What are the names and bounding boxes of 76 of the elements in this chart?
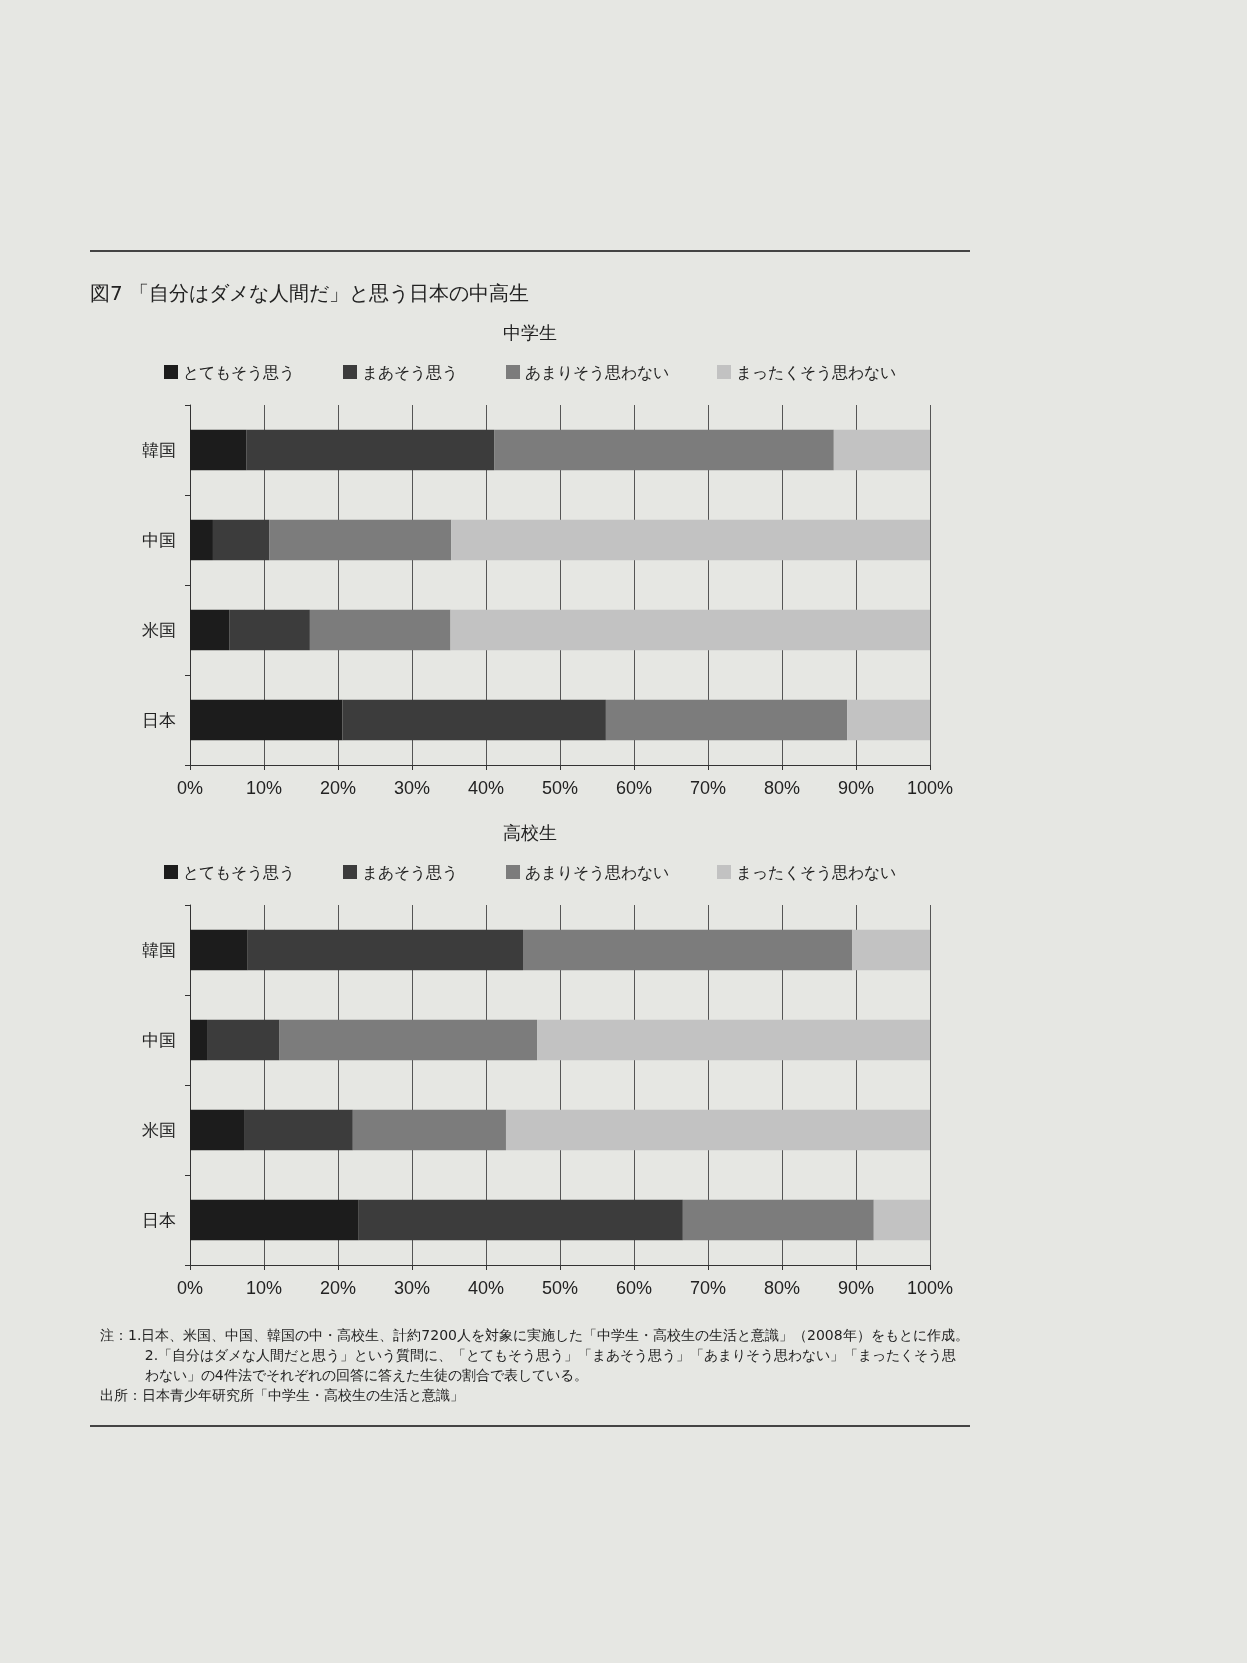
legend-label: まあそう思う — [362, 363, 458, 382]
y-tick-label: 中国 — [142, 1030, 176, 1050]
text: 2.「自分はダメな人間だと思う」という質問に、「とてもそう思う」「まあそう思う」「あまりそう思わない」「まったくそう思わない」の4件法でそれぞれの回答に答えた生徒の割合で表している。 — [143, 1346, 958, 1385]
bar — [494, 429, 834, 471]
x-tick-label: 30% — [393, 778, 431, 798]
legend-label: まったくそう思わない — [736, 863, 896, 882]
chart-title: 図7 「自分はダメな人間だ」と思う日本の中高生 — [90, 280, 531, 307]
x-tick-label: 20% — [319, 1278, 357, 1298]
x-tick-label: 40% — [467, 778, 505, 798]
bar — [605, 699, 848, 741]
x-tick-label: 60% — [615, 778, 653, 798]
text: 出所：日本青少年研究所「中学生・高校生の生活と意識」 — [100, 1386, 465, 1405]
x-tick-label: 10% — [245, 778, 283, 798]
bar — [190, 699, 343, 741]
bar — [246, 429, 495, 471]
bar — [207, 1019, 280, 1061]
bar — [247, 929, 523, 971]
x-tick-label: 40% — [467, 1278, 505, 1298]
bar — [269, 519, 452, 561]
x-tick-label: 20% — [319, 778, 357, 798]
x-tick-label: 0% — [176, 778, 204, 798]
bar — [505, 1109, 930, 1151]
y-tick-label: 韓国 — [142, 440, 176, 460]
x-tick-label: 70% — [689, 778, 727, 798]
x-tick-label: 100% — [906, 778, 954, 798]
bar — [537, 1019, 930, 1061]
legend-label: まったくそう思わない — [736, 363, 896, 382]
bar — [229, 609, 310, 651]
x-tick-label: 0% — [176, 1278, 204, 1298]
x-tick-label: 30% — [393, 1278, 431, 1298]
bar — [190, 429, 247, 471]
bar — [190, 1199, 359, 1241]
bar — [833, 429, 930, 471]
bar — [342, 699, 606, 741]
bar — [358, 1199, 683, 1241]
bar — [852, 929, 930, 971]
bar — [279, 1019, 538, 1061]
bar — [450, 609, 930, 651]
bar — [682, 1199, 874, 1241]
chart-title: 高校生 — [503, 823, 557, 843]
y-tick-label: 日本 — [142, 1210, 176, 1230]
x-tick-label: 90% — [837, 1278, 875, 1298]
bar — [190, 929, 248, 971]
x-tick-label: 60% — [615, 1278, 653, 1298]
x-tick-label: 10% — [245, 1278, 283, 1298]
bar — [309, 609, 451, 651]
y-tick-label: 中国 — [142, 530, 176, 550]
x-tick-label: 50% — [541, 778, 579, 798]
legend-label: とてもそう思う — [183, 863, 295, 882]
y-tick-label: 日本 — [142, 710, 176, 730]
bar — [190, 609, 230, 651]
bar — [190, 1019, 208, 1061]
bar — [190, 1109, 245, 1151]
x-tick-label: 80% — [763, 778, 801, 798]
bar — [847, 699, 930, 741]
y-tick-label: 韓国 — [142, 940, 176, 960]
x-tick-label: 100% — [906, 1278, 954, 1298]
x-tick-label: 70% — [689, 1278, 727, 1298]
bar — [352, 1109, 506, 1151]
legend-label: あまりそう思わない — [525, 863, 669, 882]
x-tick-label: 80% — [763, 1278, 801, 1298]
legend-label: とてもそう思う — [183, 363, 295, 382]
y-tick-label: 米国 — [142, 1120, 176, 1140]
bar — [451, 519, 930, 561]
bar — [873, 1199, 930, 1241]
text: 注：1.日本、米国、中国、韓国の中・高校生、計約7200人を対象に実施した「中学生・高校生の生活と意識」（2008年）をもとに作成。 — [100, 1326, 970, 1345]
y-tick-label: 米国 — [142, 620, 176, 640]
bar — [244, 1109, 353, 1151]
chart-subtitle: 中学生 — [503, 323, 557, 343]
x-tick-label: 50% — [541, 1278, 579, 1298]
bar — [523, 929, 853, 971]
bar — [212, 519, 270, 561]
legend-label: あまりそう思わない — [525, 363, 669, 382]
bar — [190, 519, 213, 561]
legend-label: まあそう思う — [362, 863, 458, 882]
x-tick-label: 90% — [837, 778, 875, 798]
